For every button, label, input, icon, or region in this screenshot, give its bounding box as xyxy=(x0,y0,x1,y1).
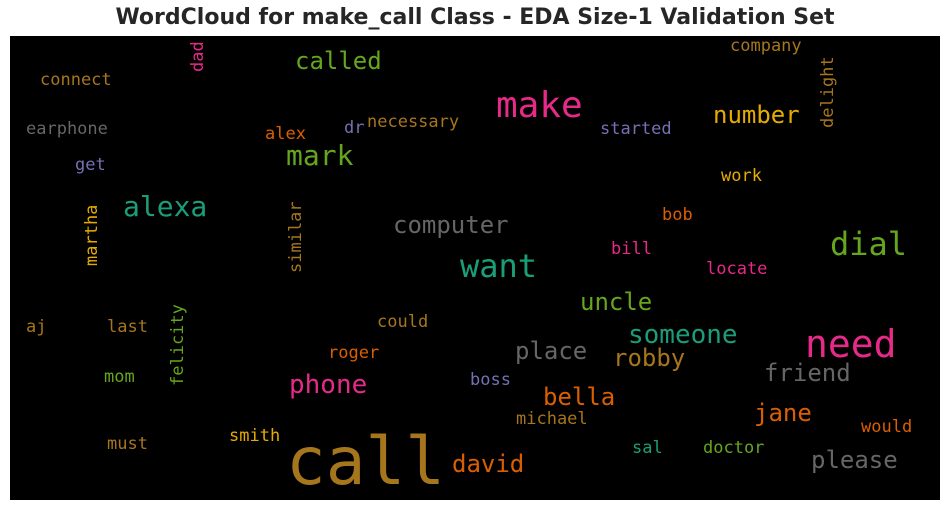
word-david: david xyxy=(452,450,525,478)
word-phone: phone xyxy=(289,370,368,400)
word-need: need xyxy=(805,322,897,366)
word-alexa: alexa xyxy=(123,190,208,223)
word-want: want xyxy=(460,247,538,285)
word-jane: jane xyxy=(754,399,812,427)
word-sal: sal xyxy=(632,438,663,458)
word-robby: robby xyxy=(613,344,686,372)
word-computer: computer xyxy=(393,211,509,239)
word-dial: dial xyxy=(830,225,908,263)
word-connect: connect xyxy=(40,70,112,90)
word-alex: alex xyxy=(265,124,306,144)
word-bella: bella xyxy=(543,383,616,411)
word-smith: smith xyxy=(229,426,281,446)
word-would: would xyxy=(861,417,913,437)
word-boss: boss xyxy=(470,370,511,390)
word-similar: similar xyxy=(286,201,306,273)
word-doctor: doctor xyxy=(703,438,765,458)
word-aj: aj xyxy=(26,317,47,337)
word-earphone: earphone xyxy=(26,119,108,139)
word-mark: mark xyxy=(286,139,354,172)
wordcloud-canvas: call need make want dial alexa mark phone someon… xyxy=(10,36,940,500)
word-roger: roger xyxy=(328,343,380,363)
word-number: number xyxy=(713,101,800,129)
word-dr: dr xyxy=(344,118,365,138)
word-necessary: necessary xyxy=(367,112,460,132)
word-could: could xyxy=(377,312,429,332)
word-called: called xyxy=(295,47,382,75)
word-someone: someone xyxy=(628,320,738,350)
word-locate: locate xyxy=(706,259,768,279)
word-started: started xyxy=(600,119,672,139)
word-friend: friend xyxy=(764,359,851,387)
chart-title: WordCloud for make_call Class - EDA Size… xyxy=(115,5,835,30)
word-dad: dad xyxy=(188,41,208,72)
word-michael: michael xyxy=(516,409,588,429)
word-uncle: uncle xyxy=(580,288,653,316)
word-must: must xyxy=(107,434,148,454)
word-mom: mom xyxy=(104,367,135,387)
word-get: get xyxy=(75,155,106,175)
word-last: last xyxy=(107,317,148,337)
word-bill: bill xyxy=(611,239,652,259)
word-company: company xyxy=(730,36,802,56)
word-felicity: felicity xyxy=(168,304,188,386)
word-work: work xyxy=(721,166,762,186)
word-make: make xyxy=(496,85,583,126)
word-call: call xyxy=(286,423,445,500)
word-martha: martha xyxy=(82,204,102,266)
word-bob: bob xyxy=(662,205,693,225)
word-place: place xyxy=(515,337,588,365)
word-delight: delight xyxy=(818,56,838,128)
word-please: please xyxy=(811,446,898,474)
